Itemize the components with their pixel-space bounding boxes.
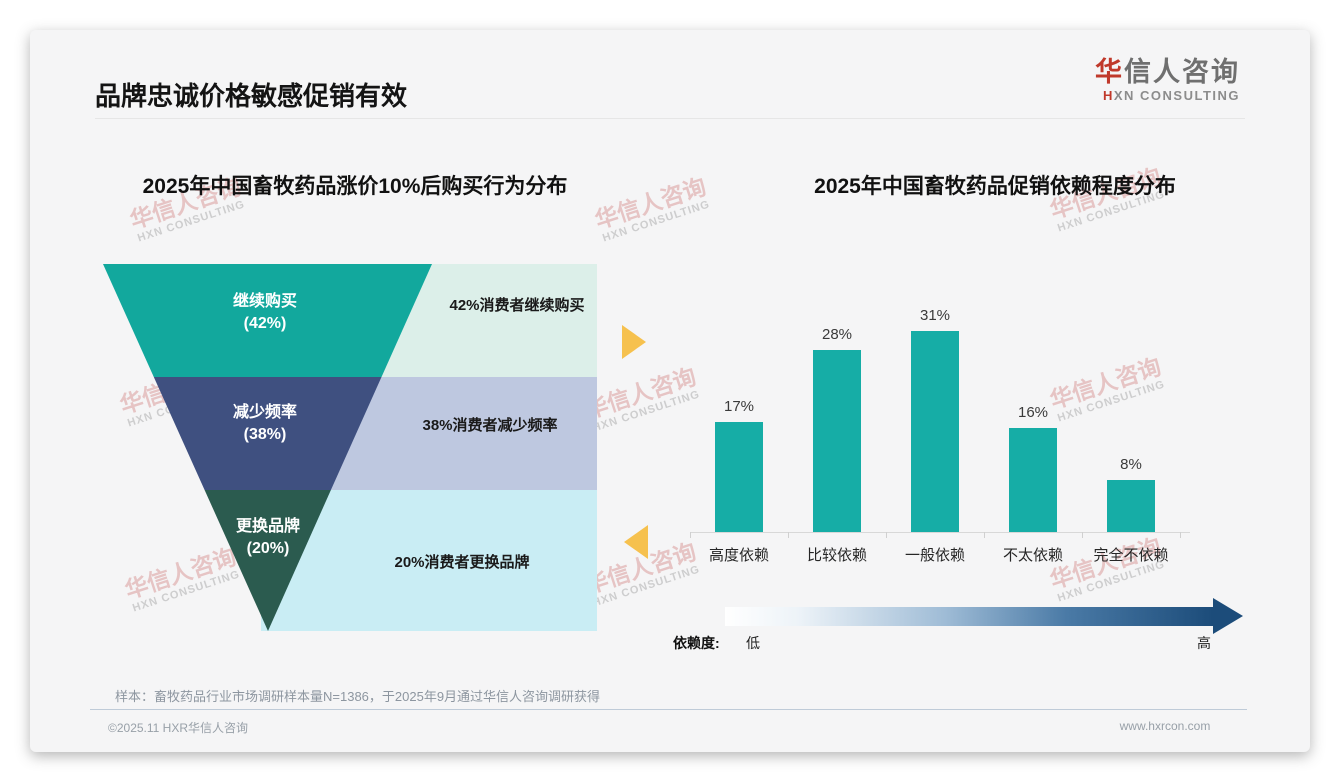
axis-tick xyxy=(1180,532,1181,538)
bar-value-label: 17% xyxy=(723,397,755,415)
axis-tick xyxy=(984,532,985,538)
page-title: 品牌忠诚价格敏感促销有效 xyxy=(95,81,408,111)
funnel-segment-1 xyxy=(103,264,432,377)
bar-chart-title: 2025年中国畜牧药品促销依赖程度分布 xyxy=(814,175,1176,198)
slide-card: 华信人咨询 HXN CONSULTING 华信人咨询 HXN CONSULTING 华信… xyxy=(30,30,1310,752)
title-divider xyxy=(95,118,1245,119)
dependency-gradient-bar xyxy=(725,607,1213,626)
bar-average-dependent xyxy=(911,330,959,532)
funnel-segment-3-label: 更换品牌 (20%) xyxy=(235,518,300,557)
bar-value-label: 8% xyxy=(1120,456,1142,473)
dependency-gradient-arrowhead-icon xyxy=(1213,598,1243,634)
bar-quite-dependent xyxy=(813,350,861,532)
bar-value-label: 28% xyxy=(821,326,853,343)
x-axis xyxy=(690,532,1190,533)
axis-tick xyxy=(788,532,789,538)
bar-value-label: 31% xyxy=(919,306,951,324)
footer-divider xyxy=(90,709,1247,710)
axis-tick xyxy=(690,532,691,538)
category-label: 完全不依赖 xyxy=(1093,547,1169,564)
scale-low-label: 低 xyxy=(746,635,760,651)
logo-chinese: 华信人咨询 xyxy=(1095,57,1240,87)
flow-arrow-right-icon xyxy=(622,325,646,359)
axis-tick xyxy=(1082,532,1083,538)
category-label: 不太依赖 xyxy=(1002,547,1063,564)
bar-highly-dependent xyxy=(715,421,763,532)
footer-website: www.hxrcon.com xyxy=(1119,719,1211,733)
bar-less-dependent xyxy=(1009,428,1057,532)
funnel-segment-2 xyxy=(153,377,382,490)
category-label: 高度依赖 xyxy=(708,547,769,564)
funnel-note-1: 42%消费者继续购买 xyxy=(449,297,585,314)
scale-high-label: 高 xyxy=(1197,635,1211,651)
bar-chart-plot: 17% 28% 31% 16% 8% xyxy=(690,240,1190,532)
funnel-segment-2-label: 减少频率 (38%) xyxy=(232,404,297,443)
funnel-chart xyxy=(103,264,597,631)
bar-value-label: 16% xyxy=(1017,404,1049,421)
category-label: 一般依赖 xyxy=(904,547,965,564)
category-label: 比较依赖 xyxy=(806,547,867,564)
funnel-note-3: 20%消费者更换品牌 xyxy=(394,554,530,571)
funnel-segment-1-label: 继续购买 (42%) xyxy=(232,293,297,332)
funnel-chart-title: 2025年中国畜牧药品涨价10%后购买行为分布 xyxy=(142,175,568,198)
funnel-note-2: 38%消费者减少频率 xyxy=(422,417,558,434)
logo-english: HXN CONSULTING xyxy=(1102,87,1240,103)
flow-arrow-left-icon xyxy=(624,525,648,559)
funnel-segment-3 xyxy=(204,490,331,631)
company-logo: 华信人咨询 HXN CONSULTING xyxy=(1040,57,1240,103)
scale-name-label: 依赖度: xyxy=(673,635,720,651)
footer-copyright: ©2025.11 HXR华信人咨询 xyxy=(108,721,248,735)
axis-tick xyxy=(886,532,887,538)
bar-not-dependent xyxy=(1107,480,1155,532)
sample-note: 样本：畜牧药品行业市场调研样本量N=1386，于2025年9月通过华信人咨询调研… xyxy=(115,689,601,704)
